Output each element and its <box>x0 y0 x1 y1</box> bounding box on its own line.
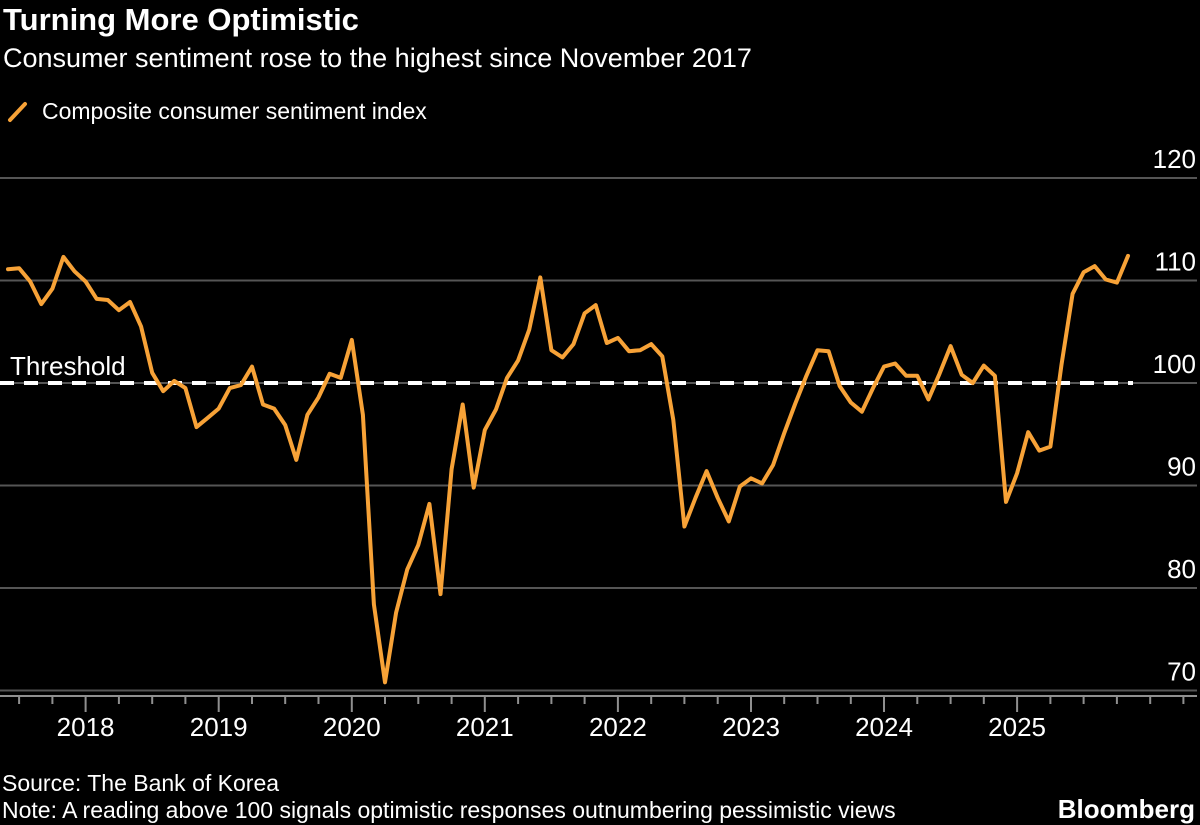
bloomberg-logo: Bloomberg <box>1057 794 1195 824</box>
y-tick-label: 100 <box>1153 349 1196 379</box>
y-tick-label: 70 <box>1167 657 1196 687</box>
threshold-label: Threshold <box>10 351 126 381</box>
x-tick-label: 2018 <box>57 712 115 742</box>
x-tick-label: 2019 <box>190 712 248 742</box>
y-axis: 120 110 100 90 80 70 <box>0 144 1197 692</box>
y-tick-label: 90 <box>1167 452 1196 482</box>
x-tick-label: 2020 <box>323 712 381 742</box>
x-tick-label: 2025 <box>988 712 1046 742</box>
legend-line-stroke <box>8 101 27 122</box>
note-text: Note: A reading above 100 signals optimi… <box>2 797 896 823</box>
y-tick-label: 120 <box>1153 144 1196 174</box>
source-text: Source: The Bank of Korea <box>2 770 280 796</box>
y-tick-label: 80 <box>1167 554 1196 584</box>
sentiment-line <box>6 253 1130 685</box>
legend-label: Composite consumer sentiment index <box>42 98 427 124</box>
x-tick-label: 2024 <box>855 712 913 742</box>
x-tick-label: 2022 <box>589 712 647 742</box>
x-tick-label: 2021 <box>456 712 514 742</box>
legend-line-icon <box>8 101 27 122</box>
legend: Composite consumer sentiment index <box>7 98 427 125</box>
x-axis: 2018 2019 2020 2021 2022 2023 2024 2025 <box>0 695 1197 742</box>
y-tick-label: 110 <box>1155 247 1196 277</box>
chart-subtitle: Consumer sentiment rose to the highest s… <box>3 43 752 73</box>
x-tick-label: 2023 <box>722 712 780 742</box>
chart-title: Turning More Optimistic <box>3 2 359 37</box>
